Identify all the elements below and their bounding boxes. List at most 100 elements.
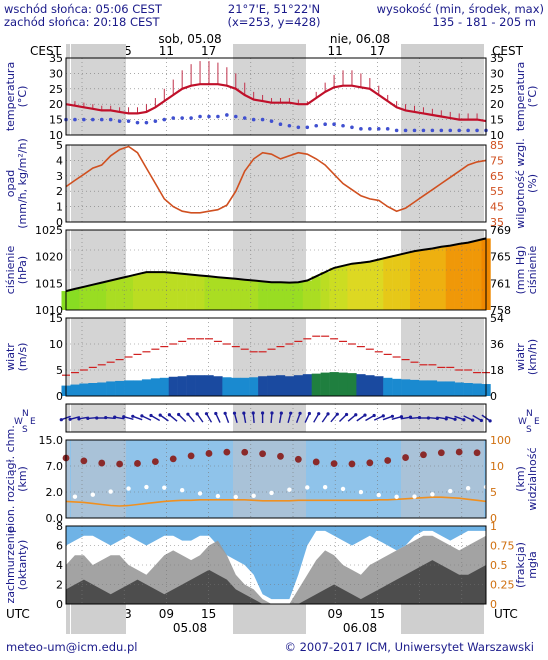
wind-bar — [231, 377, 241, 396]
bottom-tick-label: 15 — [201, 607, 216, 621]
temp-axis-label-left: temperatura — [4, 62, 17, 131]
panel-border — [65, 57, 487, 136]
wind-direction-arrow — [427, 416, 438, 420]
pressure-bar — [258, 281, 268, 310]
cloud-base-point — [108, 489, 113, 494]
cloud-base-point — [465, 486, 471, 491]
wind-direction-arrow-head — [122, 415, 126, 419]
wind-direction-arrow — [233, 412, 238, 424]
dewpoint-point — [242, 116, 247, 120]
wind-tick-right: 0 — [490, 390, 497, 403]
wind-bar — [392, 378, 402, 396]
dewpoint-point — [350, 125, 354, 130]
temp-tick-right: 35 — [490, 52, 504, 65]
fog-tick-right: 0.25 — [490, 579, 515, 592]
cloudcover-tick-left: 6 — [56, 540, 63, 553]
night-band — [401, 58, 484, 135]
panel-border — [65, 317, 487, 397]
panel-border — [65, 229, 487, 311]
pressure-bar — [356, 262, 366, 310]
wind-direction-arrow-head — [279, 411, 283, 415]
altitude-label: wysokość (min, środek, max) — [376, 2, 544, 16]
pressure-bar — [106, 280, 116, 310]
cloudcover-tick-left: 0 — [56, 598, 63, 611]
cloud-base-point — [322, 484, 328, 490]
panel-border — [65, 439, 487, 519]
wind-direction-arrow — [400, 416, 411, 420]
dewpoint-point — [135, 120, 140, 125]
pressure-bar — [275, 282, 286, 310]
dewpoint-point — [296, 125, 301, 130]
visibility-tick-right: 10 — [490, 460, 504, 473]
wind-direction-arrow-head — [354, 413, 358, 417]
pressure-bar — [186, 274, 196, 310]
cloud-top-point — [205, 450, 213, 457]
pressure-bar — [472, 240, 482, 310]
wind-direction-arrow-head — [298, 411, 302, 415]
cloud-top-point — [187, 452, 195, 460]
visibility-tick-right: 0 — [490, 512, 497, 525]
compass-label-left: S — [22, 425, 28, 435]
wind-direction-arrow — [243, 412, 247, 424]
wind-direction-arrow-head — [149, 413, 153, 418]
wind-direction-arrow-head — [242, 411, 246, 415]
contact-email[interactable]: meteo-um@icm.edu.pl — [6, 640, 138, 654]
humidity-line — [65, 145, 487, 214]
cloud-top-point — [80, 457, 88, 465]
dewpoint-point — [475, 128, 479, 133]
wind-direction-arrow-head — [214, 411, 218, 416]
pressure-tick-right: 769 — [490, 224, 511, 237]
cloud-base-point — [126, 486, 131, 491]
bottom-tick-label: 09 — [159, 607, 174, 621]
pressure-axis-label-left: (hPa) — [16, 256, 29, 284]
pressure-bar — [392, 255, 402, 310]
dewpoint-point — [403, 128, 408, 133]
pressure-bar — [150, 272, 161, 310]
wind-direction-arrow-head — [453, 417, 457, 421]
wind-bar — [472, 383, 482, 396]
wind-direction-arrow-head — [195, 412, 199, 416]
compass-label-left: N — [22, 409, 29, 419]
cloud-top-point — [169, 455, 177, 463]
wind-bar — [436, 381, 447, 396]
pressure-bar — [88, 284, 98, 310]
visibility-tick-right: 100 — [490, 434, 511, 447]
cloud-top-point — [277, 452, 284, 460]
temp-axis-label-left: (°C) — [16, 86, 29, 108]
wind-direction-arrow-head — [317, 412, 321, 416]
wind-direction-arrow-head — [335, 412, 339, 416]
wind-direction-arrow — [215, 413, 221, 423]
pressure-bar — [320, 272, 330, 310]
cloud-tick-left: 7.0 — [46, 460, 64, 473]
pressure-bar — [70, 288, 80, 310]
night-band — [66, 58, 70, 135]
pressure-bar — [231, 278, 241, 310]
wind-bar — [445, 381, 455, 396]
wind-direction-arrow — [196, 413, 204, 423]
fog-axis-label-right: mgła — [526, 551, 539, 579]
pressure-bar — [222, 278, 232, 310]
wind-bar — [311, 373, 321, 396]
wind-direction-arrow-head — [462, 418, 466, 422]
cloud-base-point — [305, 485, 310, 490]
pressure-axis-label-left: ciśnienie — [4, 246, 17, 295]
wind-direction-arrow — [69, 416, 80, 420]
cloud-cover-area — [66, 560, 486, 604]
temp-tick-left: 30 — [49, 67, 63, 80]
wind-direction-arrow-head — [68, 417, 72, 421]
cloud-top-point — [437, 449, 445, 457]
wind-direction-arrow — [295, 413, 301, 423]
pressure-bar — [267, 282, 277, 310]
dewpoint-point — [305, 125, 310, 130]
pressure-bar — [374, 259, 384, 310]
wind-direction-arrow — [187, 413, 195, 423]
cloud-top-point — [259, 450, 266, 458]
wind-tick-left: 0 — [56, 390, 63, 403]
dewpoint-point — [117, 119, 122, 123]
cloud-top-point — [402, 454, 409, 461]
pressure-bar — [401, 253, 411, 310]
dewpoint-point — [314, 123, 319, 128]
night-band — [66, 145, 70, 222]
dewpoint-point — [412, 128, 417, 133]
